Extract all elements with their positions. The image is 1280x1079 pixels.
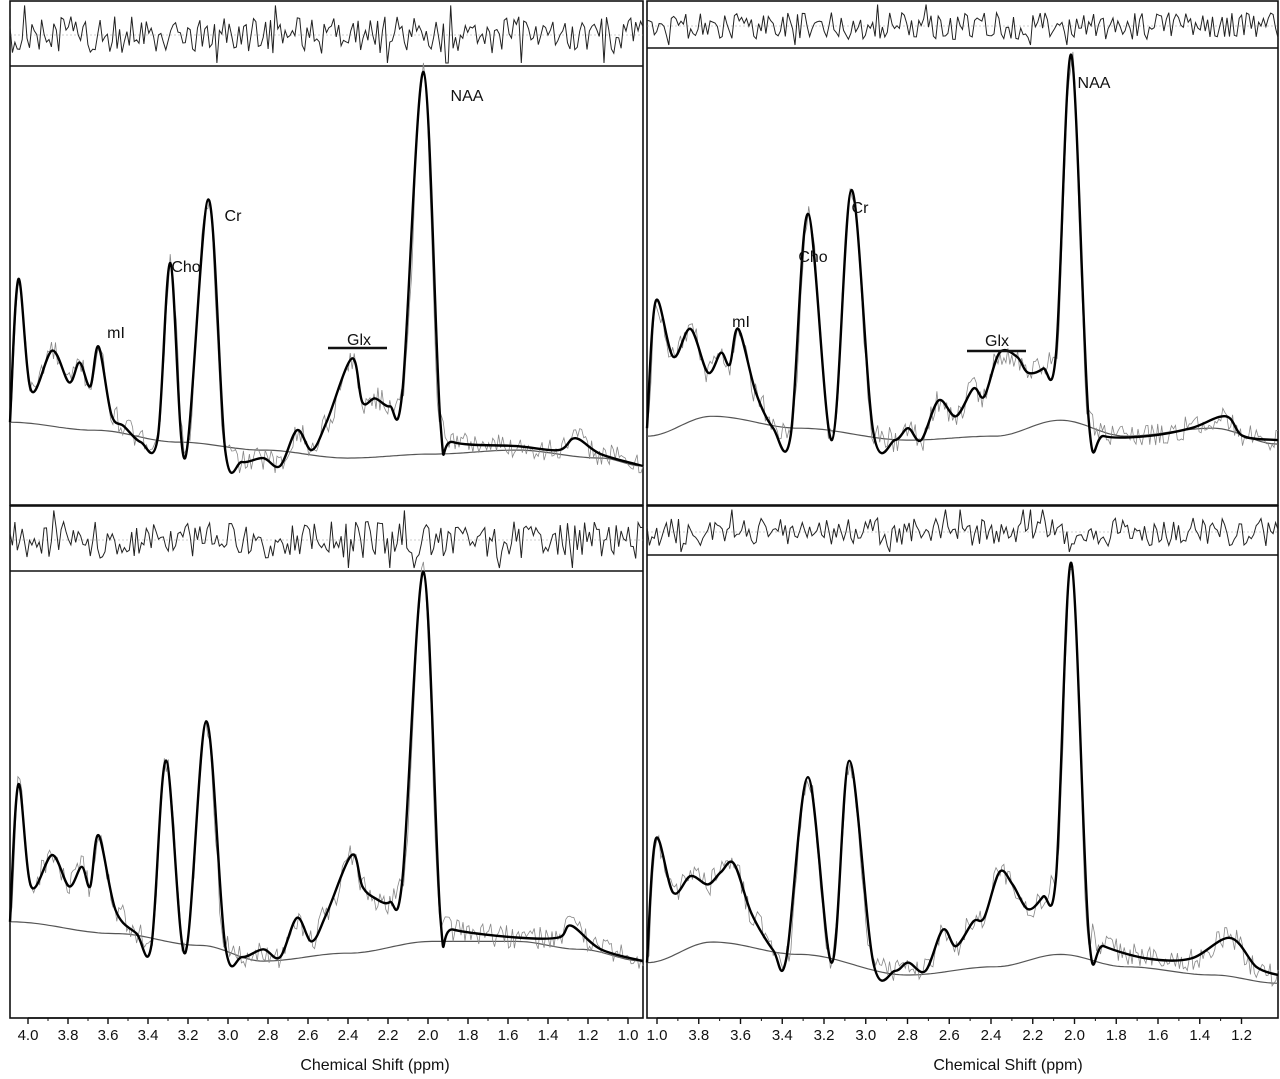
raw-spectrum-top-left	[9, 62, 644, 474]
peak-label-mi-right: mI	[732, 314, 750, 331]
peak-label-cr-right: Cr	[852, 200, 870, 217]
fitted-spectrum-top-right	[645, 53, 1279, 455]
x-tick-label-left-4: 3.2	[178, 1027, 199, 1044]
residual-trace-bottom-left	[9, 510, 644, 569]
x-tick-label-left-5: 3.0	[218, 1027, 239, 1044]
x-tick-label-right-1: 3.8	[688, 1027, 709, 1044]
x-tick-label-left-2: 3.6	[98, 1027, 119, 1044]
baseline-curve-bottom-left	[10, 921, 644, 962]
x-tick-label-left-1: 3.8	[58, 1027, 79, 1044]
fitted-spectrum-top-left	[8, 70, 644, 475]
x-tick-label-right-4: 3.2	[814, 1027, 835, 1044]
x-tick-label-left-14: 1.2	[578, 1027, 599, 1044]
raw-spectrum-top-right	[646, 51, 1279, 452]
baseline-curve-bottom-right	[646, 941, 1278, 984]
x-axis-title-left: Chemical Shift (ppm)	[300, 1057, 449, 1074]
fitted-spectrum-bottom-left	[8, 570, 644, 968]
peak-label-glx-left: Glx	[347, 332, 371, 349]
raw-spectrum-bottom-right	[646, 565, 1279, 988]
x-tick-label-right-2: 3.6	[730, 1027, 751, 1044]
peak-label-naa-right: NAA	[1078, 75, 1111, 92]
x-tick-label-left-8: 2.4	[338, 1027, 359, 1044]
x-tick-label-right-12: 1.6	[1148, 1027, 1169, 1044]
peak-label-mi-left: mI	[107, 325, 125, 342]
x-tick-label-right-5: 3.0	[855, 1027, 876, 1044]
peak-label-cr-left: Cr	[225, 208, 243, 225]
x-tick-label-left-11: 1.8	[458, 1027, 479, 1044]
x-axis-title-right: Chemical Shift (ppm)	[933, 1057, 1082, 1074]
fitted-spectrum-bottom-right	[645, 561, 1279, 982]
x-tick-label-left-15: 1.0	[618, 1027, 639, 1044]
x-tick-label-left-9: 2.2	[378, 1027, 399, 1044]
residual-trace-top-left	[9, 5, 644, 64]
x-tick-label-right-14: 1.2	[1231, 1027, 1252, 1044]
peak-label-glx-right: Glx	[985, 333, 1009, 350]
peak-label-naa-left: NAA	[451, 88, 484, 105]
x-tick-label-right-11: 1.8	[1106, 1027, 1127, 1044]
panel-frame-bottom-left	[9, 505, 644, 1019]
x-tick-label-left-10: 2.0	[418, 1027, 439, 1044]
x-tick-label-left-6: 2.8	[258, 1027, 279, 1044]
peak-label-cho-left: Cho	[171, 259, 200, 276]
panels-layer	[8, 0, 1279, 1019]
x-tick-label-right-0: 1.0	[647, 1027, 668, 1044]
panel-frame-top-left	[9, 0, 644, 506]
x-tick-label-right-3: 3.4	[772, 1027, 793, 1044]
panel-frame-top-right	[646, 0, 1279, 506]
x-axis-layer: 4.0 3.8 3.6 3.4 3.2 3.0 2.8 2.6 2.4 2.2 2.0 1.8 1.6 1…	[18, 1017, 1252, 1044]
x-tick-label-right-10: 2.0	[1064, 1027, 1085, 1044]
residual-trace-bottom-right	[646, 509, 1279, 553]
x-tick-label-right-8: 2.4	[981, 1027, 1002, 1044]
x-tick-label-left-12: 1.6	[498, 1027, 519, 1044]
peak-label-cho-right: Cho	[798, 249, 827, 266]
raw-spectrum-bottom-left	[9, 561, 644, 969]
baseline-curve-top-left	[9, 421, 644, 467]
x-tick-label-right-13: 1.4	[1189, 1027, 1210, 1044]
x-tick-label-right-6: 2.8	[897, 1027, 918, 1044]
x-tick-label-right-7: 2.6	[939, 1027, 960, 1044]
x-tick-label-left-3: 3.4	[138, 1027, 159, 1044]
x-tick-label-left-13: 1.4	[538, 1027, 559, 1044]
x-tick-label-left-7: 2.6	[298, 1027, 319, 1044]
x-tick-label-left-0: 4.0	[18, 1027, 39, 1044]
residual-trace-top-right	[646, 4, 1279, 46]
x-tick-label-right-9: 2.2	[1022, 1027, 1043, 1044]
panel-frame-bottom-right	[646, 505, 1279, 1019]
